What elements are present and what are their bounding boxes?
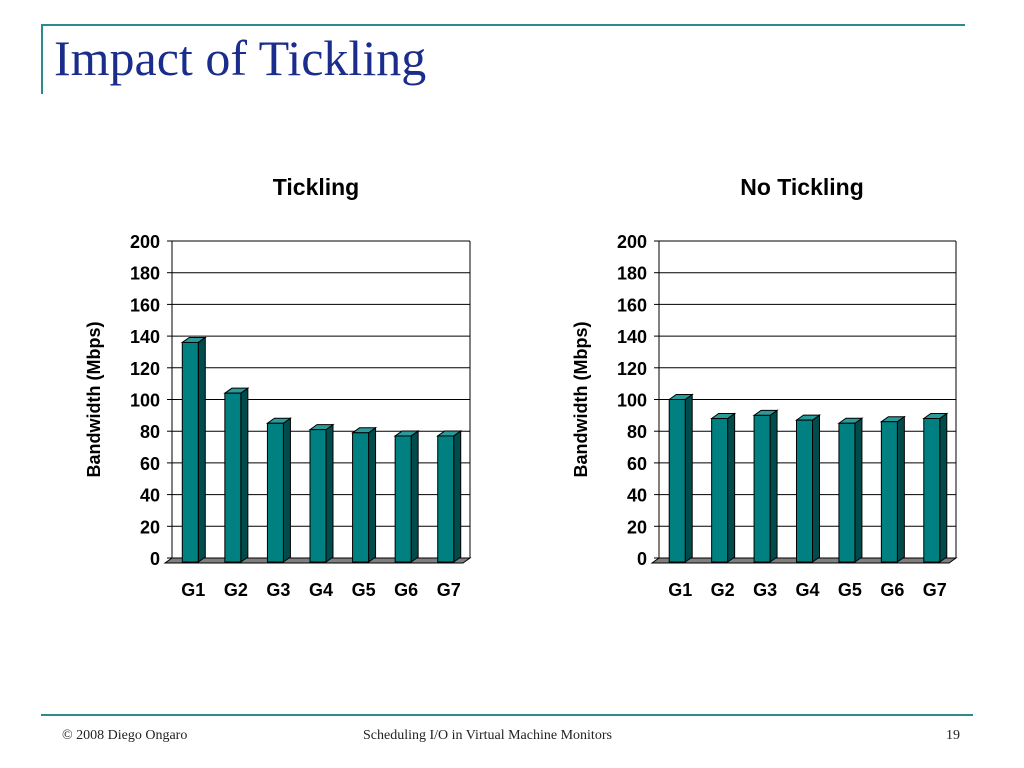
y-tick-label: 180 xyxy=(617,264,647,284)
bar xyxy=(753,414,771,563)
y-tick-label: 120 xyxy=(130,359,160,379)
y-tick-label: 80 xyxy=(627,422,647,442)
y-axis-label: Bandwidth (Mbps) xyxy=(84,322,104,478)
bar xyxy=(437,435,455,563)
footer-divider xyxy=(41,714,973,716)
y-tick-label: 100 xyxy=(130,391,160,411)
x-tick-label: G3 xyxy=(266,580,290,600)
bar-side xyxy=(240,387,249,563)
x-tick-label: G7 xyxy=(437,580,461,600)
x-tick-label: G4 xyxy=(309,580,333,600)
footer-presentation-title: Scheduling I/O in Virtual Machine Monito… xyxy=(363,728,612,743)
bar xyxy=(309,429,327,563)
chart-title: Tickling xyxy=(273,174,360,200)
title-accent-bar xyxy=(41,24,43,94)
y-tick-label: 160 xyxy=(130,295,160,315)
y-tick-label: 140 xyxy=(617,327,647,347)
y-tick-label: 40 xyxy=(627,486,647,506)
x-tick-label: G2 xyxy=(224,580,248,600)
title-accent-line xyxy=(41,24,965,26)
bar xyxy=(352,432,370,563)
x-tick-label: G3 xyxy=(753,580,777,600)
bar-side xyxy=(453,429,462,563)
y-tick-label: 60 xyxy=(140,454,160,474)
bar-side xyxy=(197,336,206,563)
y-tick-label: 60 xyxy=(627,454,647,474)
bar-side xyxy=(325,423,334,563)
y-tick-label: 140 xyxy=(130,327,160,347)
x-tick-label: G6 xyxy=(880,580,904,600)
x-tick-label: G6 xyxy=(394,580,418,600)
y-tick-label: 20 xyxy=(140,517,160,537)
y-tick-label: 200 xyxy=(617,232,647,252)
y-tick-label: 20 xyxy=(627,517,647,537)
bar-side xyxy=(812,414,820,563)
bar-side xyxy=(684,393,693,563)
bar xyxy=(711,418,729,563)
y-tick-label: 0 xyxy=(637,549,647,569)
x-tick-label: G5 xyxy=(838,580,862,600)
y-tick-label: 200 xyxy=(130,232,160,252)
x-tick-label: G2 xyxy=(711,580,735,600)
y-tick-label: 160 xyxy=(617,295,647,315)
bar xyxy=(668,399,686,563)
chart-title: No Tickling xyxy=(740,174,864,200)
y-tick-label: 40 xyxy=(140,486,160,506)
bar xyxy=(838,422,856,563)
y-tick-label: 80 xyxy=(140,422,160,442)
bar xyxy=(394,435,412,563)
bar xyxy=(923,418,941,563)
footer-copyright: © 2008 Diego Ongaro xyxy=(62,728,188,743)
slide-number: 19 xyxy=(946,728,960,743)
x-tick-label: G5 xyxy=(352,580,376,600)
charts-area: Tickling Bandwidth (Mbps) 0 20 40 60 80 100 120 1… xyxy=(84,174,958,600)
bar-side xyxy=(282,417,291,563)
x-tick-label: G4 xyxy=(795,580,819,600)
bar-side xyxy=(727,412,736,563)
x-tick-label: G1 xyxy=(181,580,205,600)
bar-side xyxy=(854,417,863,563)
bar-side xyxy=(896,415,905,563)
bar xyxy=(266,422,284,563)
bar xyxy=(181,341,199,563)
bar xyxy=(880,421,898,563)
x-tick-label: G7 xyxy=(923,580,947,600)
y-tick-label: 120 xyxy=(617,359,647,379)
y-axis-label: Bandwidth (Mbps) xyxy=(571,322,591,478)
y-tick-label: 0 xyxy=(150,549,160,569)
x-tick-label: G1 xyxy=(668,580,692,600)
bar-side xyxy=(769,409,778,563)
bar-side xyxy=(939,412,948,563)
bar-side xyxy=(368,426,377,563)
bar-side xyxy=(410,429,419,563)
y-tick-label: 180 xyxy=(130,264,160,284)
bar xyxy=(224,392,242,563)
bar xyxy=(796,419,813,563)
y-tick-label: 100 xyxy=(617,391,647,411)
slide-title: Impact of Tickling xyxy=(54,30,427,86)
